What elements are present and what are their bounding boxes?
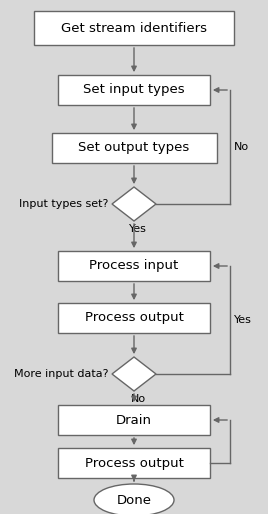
FancyBboxPatch shape <box>51 133 217 163</box>
Text: Set input types: Set input types <box>83 83 185 97</box>
Text: Input types set?: Input types set? <box>18 199 108 209</box>
FancyBboxPatch shape <box>58 448 210 478</box>
FancyBboxPatch shape <box>58 251 210 281</box>
Text: No: No <box>131 394 146 404</box>
Text: Set output types: Set output types <box>78 141 190 155</box>
FancyBboxPatch shape <box>58 75 210 105</box>
Text: Yes: Yes <box>129 224 147 234</box>
Text: Process input: Process input <box>89 260 179 272</box>
Text: Process output: Process output <box>85 311 183 324</box>
Text: Get stream identifiers: Get stream identifiers <box>61 22 207 34</box>
Text: More input data?: More input data? <box>13 369 108 379</box>
Ellipse shape <box>94 484 174 514</box>
Text: Drain: Drain <box>116 413 152 427</box>
FancyBboxPatch shape <box>34 11 234 45</box>
Text: Done: Done <box>117 493 151 506</box>
Text: Yes: Yes <box>234 315 252 325</box>
FancyBboxPatch shape <box>58 303 210 333</box>
Text: No: No <box>234 142 249 152</box>
Polygon shape <box>112 187 156 221</box>
Polygon shape <box>112 357 156 391</box>
FancyBboxPatch shape <box>58 405 210 435</box>
Text: Process output: Process output <box>85 456 183 469</box>
